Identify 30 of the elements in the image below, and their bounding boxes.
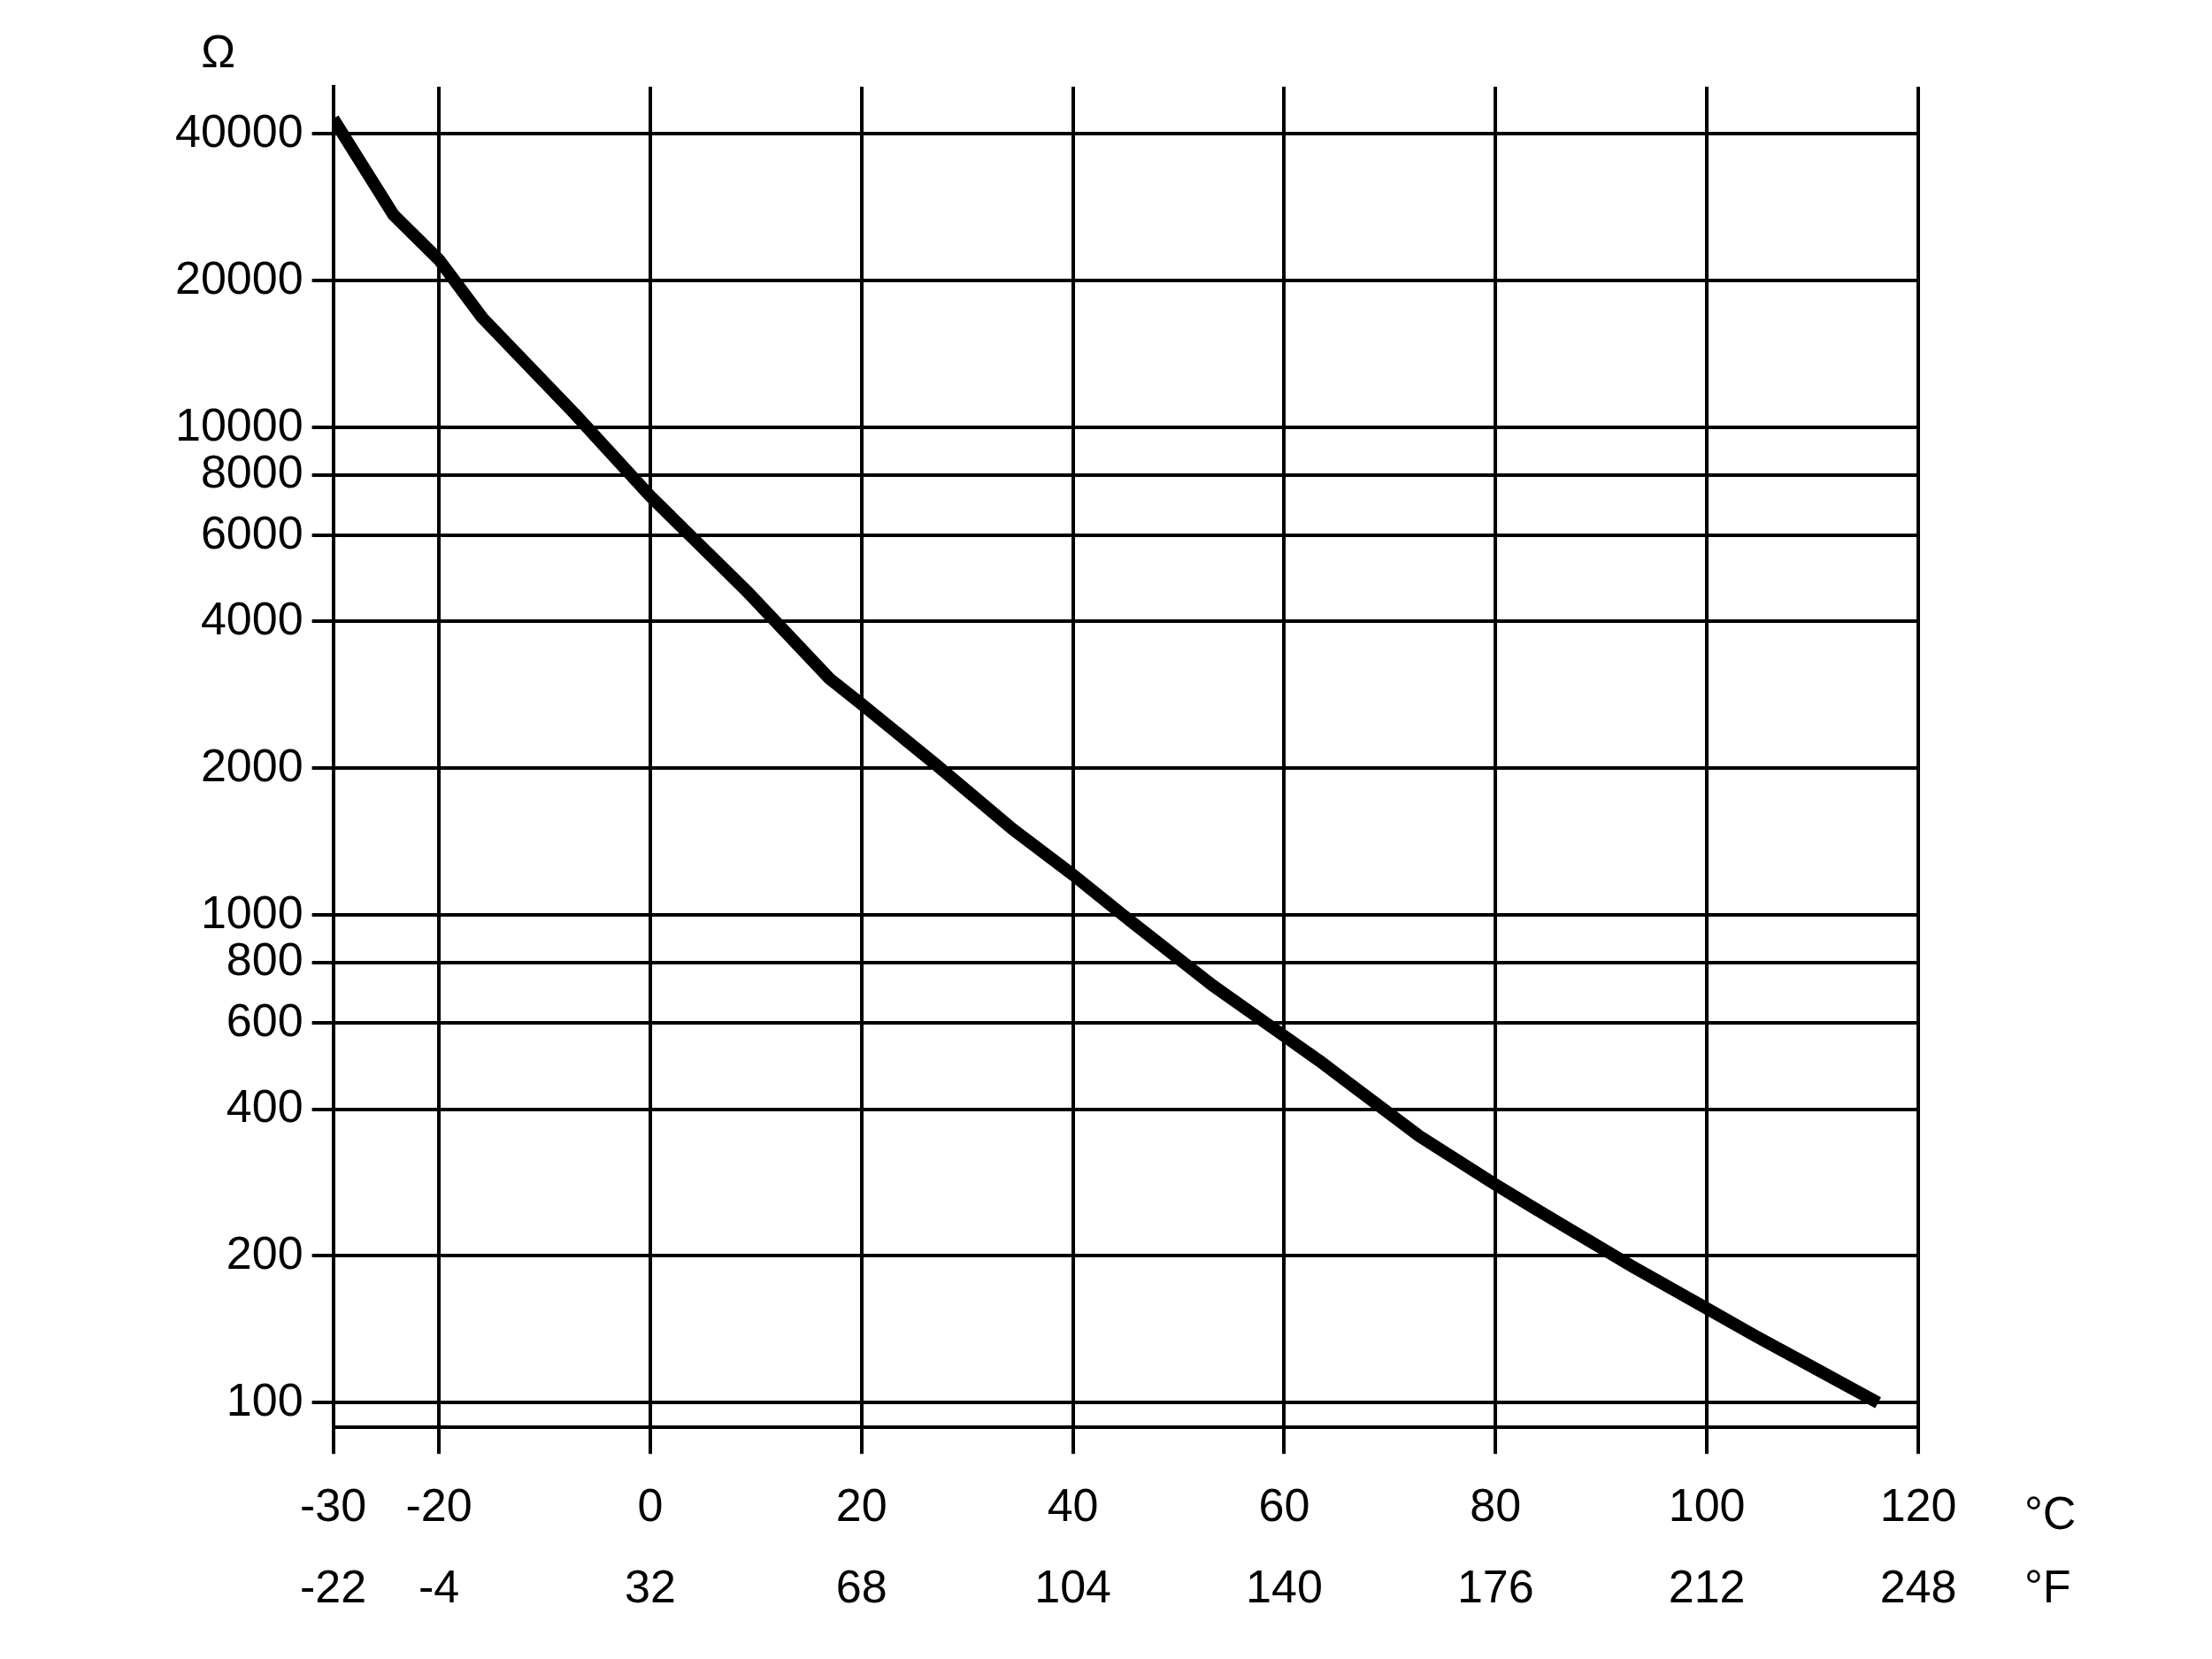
y-tick-label: 200 bbox=[226, 1226, 303, 1279]
x-tick-label: -20 bbox=[405, 1479, 472, 1531]
x-tick-label: 120 bbox=[1879, 1479, 1957, 1531]
x2-tick-label: 68 bbox=[835, 1561, 887, 1613]
x2-tick-label: 248 bbox=[1879, 1561, 1957, 1613]
x-axis-title: °C bbox=[2024, 1486, 2077, 1539]
x-tick-label: 60 bbox=[1258, 1479, 1310, 1531]
x2-axis-title: °F bbox=[2024, 1561, 2071, 1613]
y-tick-label: 2000 bbox=[200, 739, 303, 791]
y-tick-label: 40000 bbox=[174, 104, 303, 157]
x2-tick-label: 212 bbox=[1668, 1561, 1746, 1613]
x-tick-label: 80 bbox=[1470, 1479, 1522, 1531]
y-tick-label: 6000 bbox=[200, 506, 303, 558]
y-axis-title: Ω bbox=[201, 26, 236, 78]
y-tick-label: 100 bbox=[226, 1373, 303, 1425]
x-tick-label: 100 bbox=[1668, 1479, 1746, 1531]
y-tick-label: 400 bbox=[226, 1079, 303, 1132]
x-tick-label: 40 bbox=[1047, 1479, 1099, 1531]
x2-tick-label: 176 bbox=[1456, 1561, 1534, 1613]
x2-tick-label: 140 bbox=[1246, 1561, 1323, 1613]
y-tick-label: 600 bbox=[226, 994, 303, 1046]
x2-tick-label: -22 bbox=[300, 1561, 367, 1613]
y-tick-label: 4000 bbox=[200, 592, 303, 644]
x2-tick-label: 104 bbox=[1034, 1561, 1111, 1613]
x2-tick-label: -4 bbox=[418, 1561, 460, 1613]
x-tick-label: 20 bbox=[835, 1479, 887, 1531]
x-tick-label: 0 bbox=[637, 1479, 664, 1531]
y-tick-label: 20000 bbox=[174, 251, 303, 303]
x-tick-label: -30 bbox=[300, 1479, 367, 1531]
x2-tick-label: 32 bbox=[624, 1561, 676, 1613]
